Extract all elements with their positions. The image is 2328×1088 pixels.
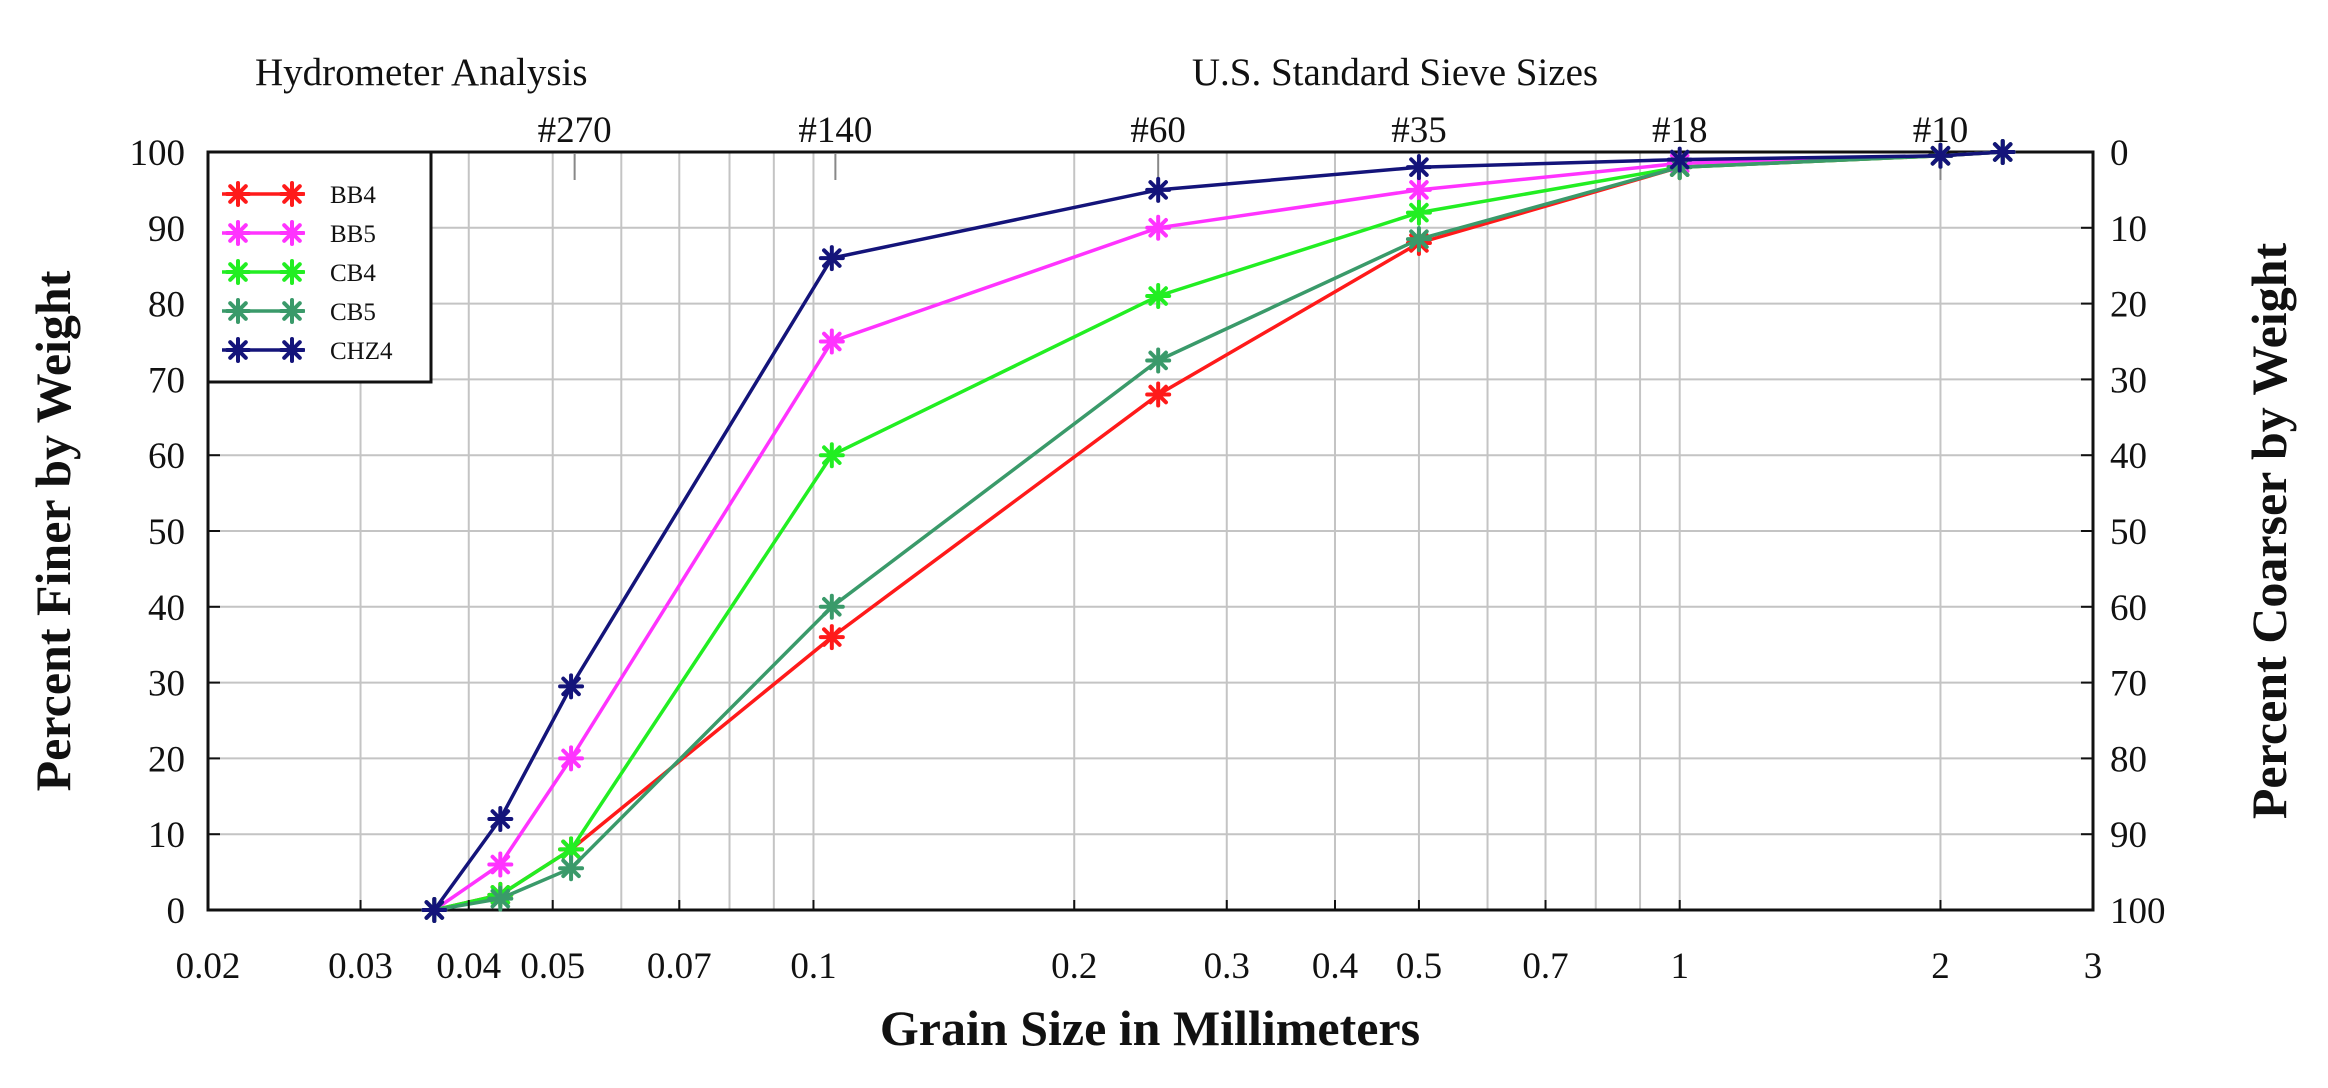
legend-label: BB4: [330, 182, 376, 209]
x-tick-label: 3: [2084, 946, 2103, 987]
sieve-label: #18: [1652, 110, 1708, 151]
legend-marker: [279, 337, 305, 363]
y-tick-label: 10: [148, 815, 185, 856]
sieve-label: #270: [538, 110, 612, 151]
x-tick-label: 0.4: [1312, 946, 1358, 987]
y-tick-label: 70: [148, 360, 185, 401]
y-tick-label: 50: [148, 512, 185, 553]
legend-item-cb5: CB5: [222, 298, 376, 326]
y-right-tick-label: 80: [2110, 739, 2147, 780]
y-tick-label: 80: [148, 285, 185, 326]
y-axis-left-ticks: 0 10 20 30 40 50 60 70 80 90 100: [130, 133, 220, 932]
y-tick-label: 60: [148, 436, 185, 477]
data-point-cb5: [558, 855, 585, 882]
y-right-tick-label: 90: [2110, 815, 2147, 856]
y-tick-label: 100: [130, 133, 186, 174]
series-lines: [421, 139, 2016, 923]
legend-item-bb4: BB4: [222, 181, 376, 209]
data-point-chz4: [1927, 142, 1954, 169]
legend-marker: [279, 181, 305, 207]
x-tick-label: 2: [1931, 946, 1950, 987]
y-right-tick-label: 20: [2110, 285, 2147, 326]
legend-marker: [225, 259, 251, 285]
legend-item-cb4: CB4: [222, 259, 376, 287]
x-tick-label: 0.5: [1396, 946, 1442, 987]
x-tick-label: 0.3: [1204, 946, 1250, 987]
y-tick-label: 40: [148, 588, 185, 629]
x-tick-label: 0.03: [328, 946, 393, 987]
y-tick-label: 0: [167, 891, 186, 932]
x-tick-label: 0.7: [1522, 946, 1568, 987]
data-point-bb4: [1145, 381, 1172, 408]
y-axis-left-title: Percent Finer by Weight: [25, 270, 81, 791]
x-tick-label: 0.07: [647, 946, 712, 987]
data-point-cb4: [1145, 283, 1172, 310]
sieve-label: #60: [1130, 110, 1186, 151]
y-right-tick-label: 10: [2110, 209, 2147, 250]
y-right-tick-label: 50: [2110, 512, 2147, 553]
y-right-tick-label: 40: [2110, 436, 2147, 477]
y-right-tick-label: 60: [2110, 588, 2147, 629]
data-point-chz4: [558, 673, 585, 700]
data-point-cb5: [1405, 226, 1432, 253]
data-point-chz4: [818, 245, 845, 272]
legend-label: CHZ4: [330, 338, 393, 365]
legend-marker: [225, 298, 251, 324]
data-point-chz4: [421, 897, 448, 923]
legend-marker: [225, 337, 251, 363]
y-tick-label: 90: [148, 209, 185, 250]
data-point-bb5: [487, 851, 514, 878]
data-point-cb5: [1145, 347, 1172, 374]
data-point-chz4: [1405, 154, 1432, 181]
data-point-bb5: [818, 328, 845, 355]
y-tick-label: 20: [148, 739, 185, 780]
x-tick-label: 0.2: [1051, 946, 1097, 987]
legend-label: CB4: [330, 260, 376, 287]
y-right-tick-label: 0: [2110, 133, 2129, 174]
x-tick-label: 0.04: [436, 946, 501, 987]
data-point-bb5: [1145, 214, 1172, 241]
data-point-cb5: [487, 885, 514, 912]
x-tick-label: 0.05: [520, 946, 585, 987]
sieve-label: #35: [1391, 110, 1447, 151]
x-tick-label: 0.1: [790, 946, 836, 987]
data-point-chz4: [1145, 176, 1172, 203]
data-point-bb4: [818, 624, 845, 651]
x-tick-label: 0.02: [176, 946, 241, 987]
data-point-chz4: [1666, 146, 1693, 173]
legend: BB4 BB5 CB4 CB5 CHZ4: [206, 150, 433, 384]
data-point-chz4: [1989, 139, 2016, 165]
data-point-bb5: [1405, 176, 1432, 203]
x-tick-label: 1: [1670, 946, 1689, 987]
gridlines: [208, 152, 2093, 910]
data-point-bb5: [558, 745, 585, 772]
x-axis-ticks: 0.02 0.03 0.04 0.05 0.07 0.1 0.2 0.3 0.4 0.5 0.7 1 2…: [176, 900, 2103, 987]
y-tick-label: 30: [148, 664, 185, 705]
y-axis-right-title: Percent Coarser by Weight: [2241, 243, 2297, 820]
legend-marker: [225, 220, 251, 246]
legend-item-bb5: BB5: [222, 220, 376, 248]
x-axis-title: Grain Size in Millimeters: [880, 1000, 1420, 1056]
hydrometer-analysis-label: Hydrometer Analysis: [255, 51, 588, 94]
data-point-cb4: [1405, 199, 1432, 226]
data-point-cb4: [818, 442, 845, 469]
y-right-tick-label: 70: [2110, 664, 2147, 705]
series-chz4: [421, 139, 2016, 923]
data-point-cb5: [818, 593, 845, 620]
legend-item-chz4: CHZ4: [222, 337, 393, 365]
legend-marker: [225, 181, 251, 207]
y-right-tick-label: 30: [2110, 360, 2147, 401]
sieve-label: #140: [798, 110, 872, 151]
legend-label: CB5: [330, 299, 376, 326]
legend-marker: [279, 298, 305, 324]
data-point-chz4: [487, 806, 514, 833]
legend-label: BB5: [330, 221, 376, 248]
legend-marker: [279, 220, 305, 246]
sieve-markers: #270 #140 #60 #35 #18 #10: [538, 110, 1968, 180]
legend-marker: [279, 259, 305, 285]
y-right-tick-label: 100: [2110, 891, 2166, 932]
sieve-sizes-label: U.S. Standard Sieve Sizes: [1192, 51, 1598, 94]
